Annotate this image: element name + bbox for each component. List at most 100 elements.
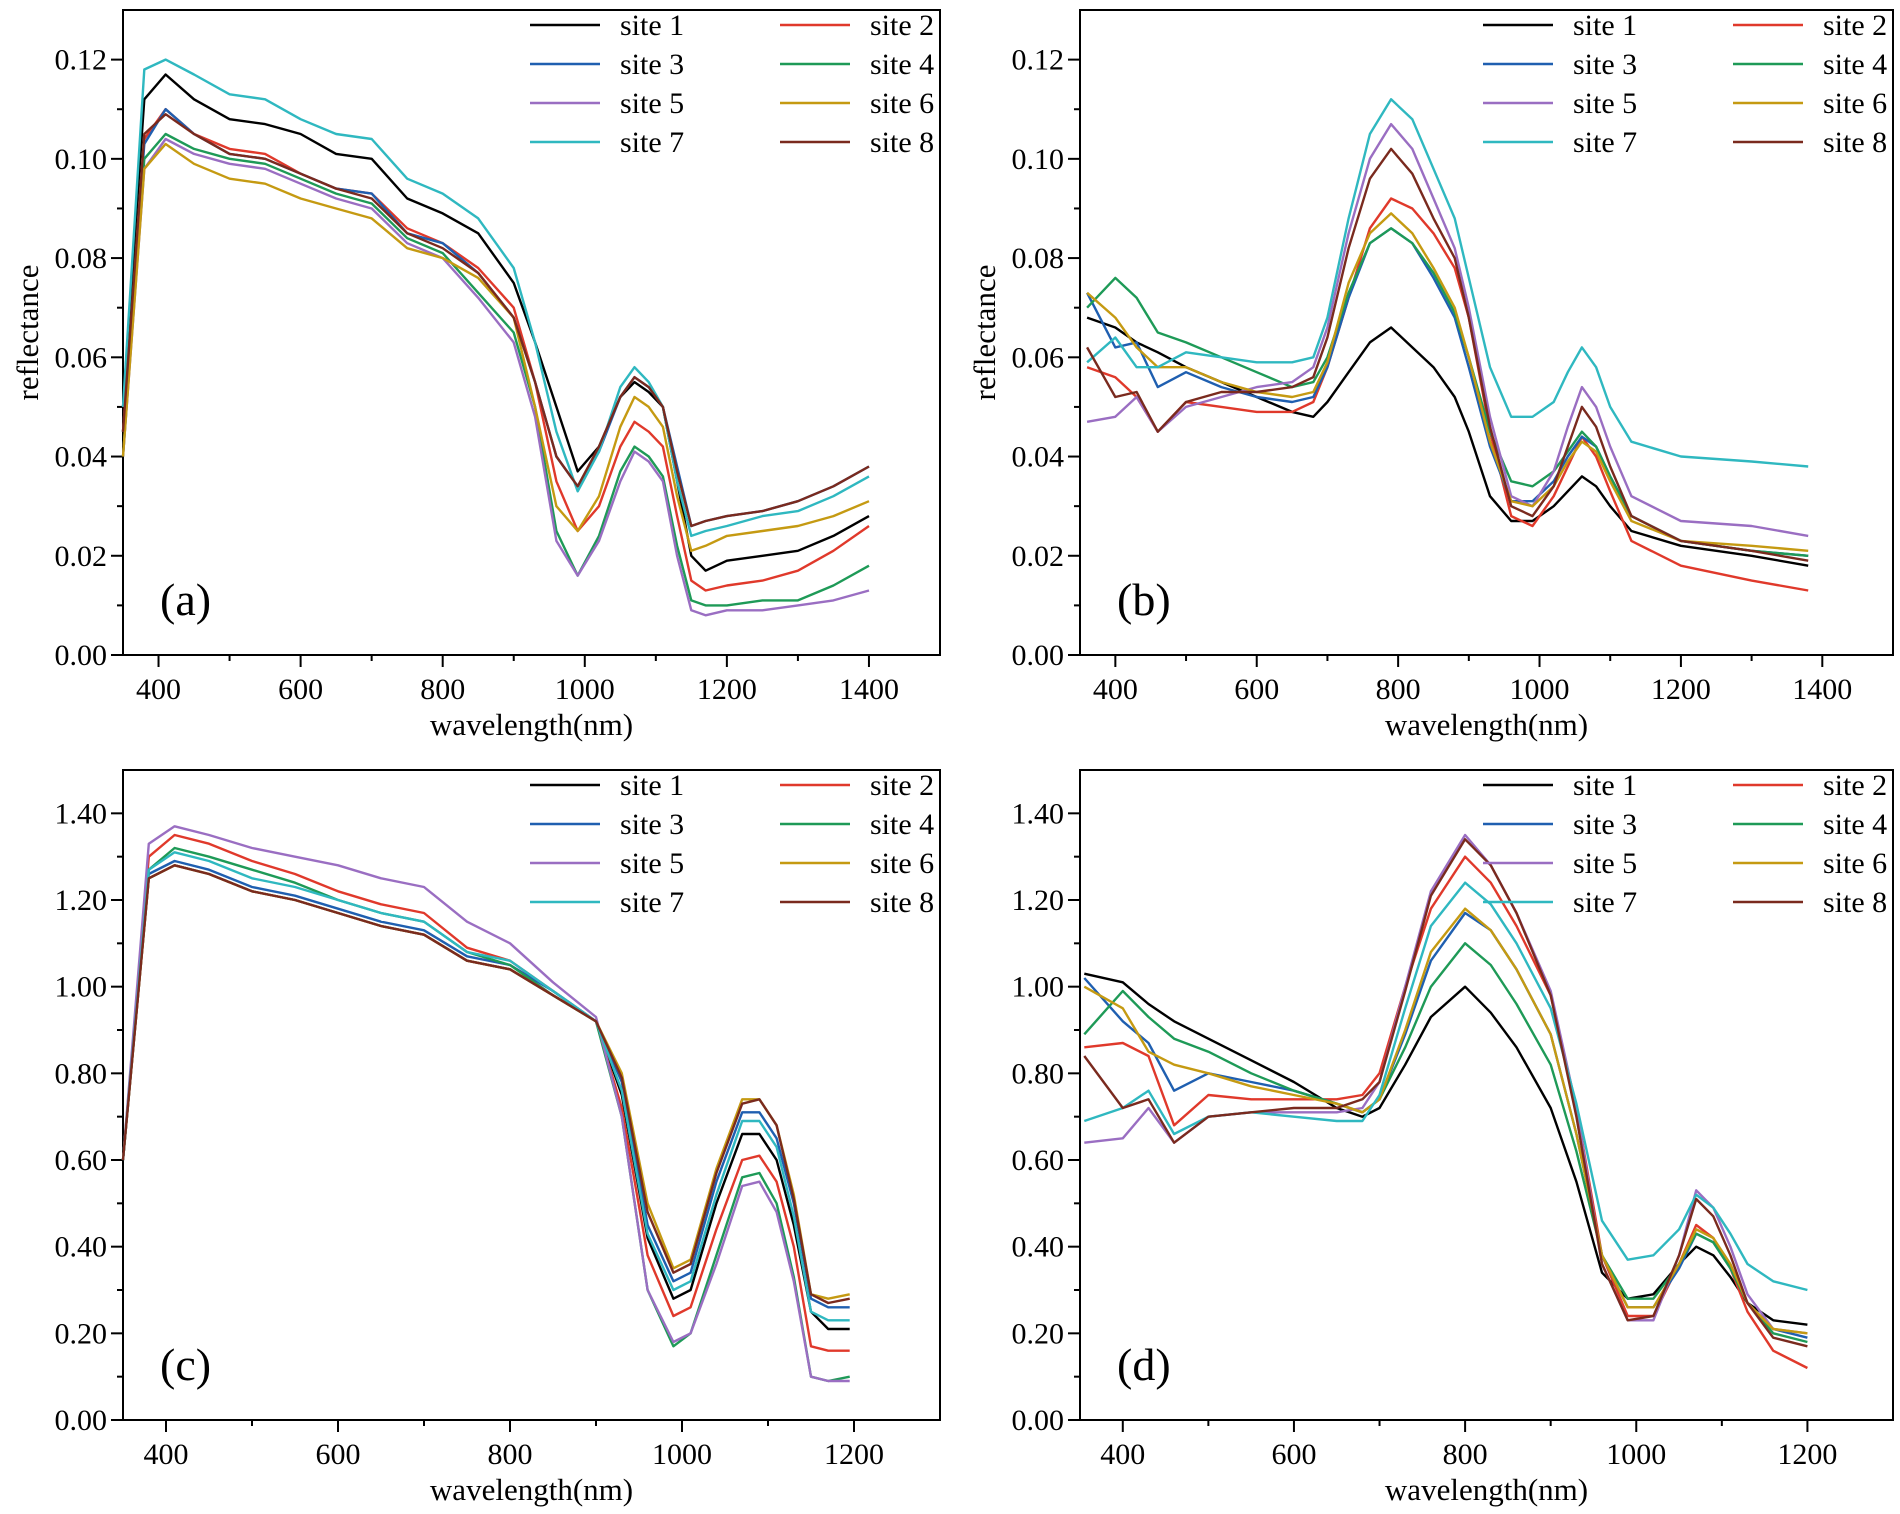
x-tick-label: 1000 xyxy=(652,1438,712,1471)
series-line-site-3 xyxy=(1086,227,1809,557)
y-tick-label: 1.40 xyxy=(55,797,108,830)
legend-label: site 1 xyxy=(1573,769,1637,802)
x-axis-label: wavelength(nm) xyxy=(430,707,633,742)
x-tick-label: 1200 xyxy=(1651,673,1711,706)
plot-frame xyxy=(122,9,941,656)
y-tick-label: 0.02 xyxy=(55,540,108,573)
legend-label: site 4 xyxy=(870,808,934,841)
x-axis-label: wavelength(nm) xyxy=(430,1472,633,1507)
legend-label: site 1 xyxy=(620,769,684,802)
y-tick-label: 1.00 xyxy=(1012,971,1065,1004)
x-tick-label: 400 xyxy=(144,1438,189,1471)
plot-frame xyxy=(1079,769,1894,1421)
series-line-site-4 xyxy=(1086,227,1809,557)
panel-c: 0.00 0.20 0.40 0.60 0.80 1.00 1.20 1.40 400 600 80… xyxy=(55,769,941,1507)
series-line-site-3 xyxy=(121,107,870,528)
series-line-site-7 xyxy=(121,58,870,538)
legend-label: site 7 xyxy=(1573,126,1637,159)
series-line-site-1 xyxy=(121,73,870,572)
y-tick-label: 0.20 xyxy=(1012,1317,1065,1350)
series-line-site-6 xyxy=(1086,212,1809,552)
legend-label: site 7 xyxy=(1573,886,1637,919)
y-tick-label: 0.12 xyxy=(55,44,108,77)
panel-label: (c) xyxy=(160,1339,211,1390)
x-tick-label: 600 xyxy=(316,1438,361,1471)
y-tick-label: 1.20 xyxy=(1012,884,1065,917)
legend-label: site 5 xyxy=(1573,87,1637,120)
y-tick-label: 0.08 xyxy=(1012,242,1065,275)
y-tick-label: 1.40 xyxy=(1012,797,1065,830)
plot-frame xyxy=(122,769,941,1421)
legend-label: site 4 xyxy=(1823,48,1887,81)
x-tick-label: 800 xyxy=(1376,673,1421,706)
y-tick-label: 0.40 xyxy=(55,1231,108,1264)
legend-label: site 8 xyxy=(1823,886,1887,919)
y-tick-label: 0.20 xyxy=(55,1317,108,1350)
panel-label: (d) xyxy=(1117,1339,1171,1390)
series-line-site-2 xyxy=(1086,197,1809,592)
x-tick-label: 1000 xyxy=(1510,673,1570,706)
series-line-site-2 xyxy=(1084,855,1808,1370)
x-tick-label: 600 xyxy=(1234,673,1279,706)
y-tick-label: 0.08 xyxy=(55,242,108,275)
legend-label: site 3 xyxy=(1573,48,1637,81)
series-line-site-7 xyxy=(121,851,850,1322)
legend-label: site 8 xyxy=(870,126,934,159)
legend: site 1 site 2 site 3 site 4 site 5 site 6 site… xyxy=(530,9,934,159)
panel-a: 0.00 0.02 0.04 0.06 0.08 0.10 0.12 400 600 800 100… xyxy=(10,9,941,742)
series-line-site-8 xyxy=(121,864,850,1305)
panel-label: (a) xyxy=(160,574,211,625)
series-line-site-6 xyxy=(1083,907,1808,1335)
legend-label: site 1 xyxy=(620,9,684,42)
y-tick-label: 0.80 xyxy=(1012,1057,1065,1090)
x-axis-label: wavelength(nm) xyxy=(1385,1472,1588,1507)
y-tick-label: 0.00 xyxy=(1012,1404,1065,1437)
series-line-site-4 xyxy=(121,132,870,607)
y-tick-label: 0.60 xyxy=(55,1144,108,1177)
y-tick-label: 0.00 xyxy=(55,1404,108,1437)
legend-label: site 8 xyxy=(1823,126,1887,159)
x-tick-label: 400 xyxy=(1093,673,1138,706)
series-line-site-8 xyxy=(1083,838,1808,1348)
y-axis-label: reflectance xyxy=(967,265,1002,401)
legend-label: site 5 xyxy=(620,87,684,120)
y-tick-label: 0.02 xyxy=(1012,540,1065,573)
legend-label: site 7 xyxy=(620,126,684,159)
legend-label: site 2 xyxy=(870,9,934,42)
series-line-site-2 xyxy=(121,833,850,1352)
x-tick-label: 800 xyxy=(488,1438,533,1471)
y-axis-label: reflectance xyxy=(10,265,45,401)
x-tick-label: 1200 xyxy=(1777,1438,1837,1471)
x-tick-label: 1200 xyxy=(824,1438,884,1471)
x-axis-label: wavelength(nm) xyxy=(1385,707,1588,742)
legend-label: site 6 xyxy=(870,847,934,880)
legend-label: site 5 xyxy=(1573,847,1637,880)
series-line-site-8 xyxy=(121,112,870,528)
x-tick-label: 400 xyxy=(136,673,181,706)
legend-label: site 1 xyxy=(1573,9,1637,42)
y-tick-label: 0.80 xyxy=(55,1057,108,1090)
y-tick-label: 0.06 xyxy=(1012,341,1065,374)
legend-label: site 4 xyxy=(870,48,934,81)
y-tick-label: 1.00 xyxy=(55,971,108,1004)
y-tick-label: 1.20 xyxy=(55,884,108,917)
legend-label: site 3 xyxy=(620,808,684,841)
series-line-site-1 xyxy=(121,864,850,1331)
panel-d: 0.00 0.20 0.40 0.60 0.80 1.00 1.20 1.40 400 600 80… xyxy=(1012,769,1894,1507)
series-line-site-5 xyxy=(121,137,870,617)
x-tick-label: 600 xyxy=(1271,1438,1316,1471)
y-tick-label: 0.12 xyxy=(1012,44,1065,77)
legend-label: site 6 xyxy=(1823,847,1887,880)
y-tick-label: 0.06 xyxy=(55,341,108,374)
x-tick-label: 800 xyxy=(420,673,465,706)
legend-label: site 3 xyxy=(620,48,684,81)
y-tick-label: 0.00 xyxy=(55,639,108,672)
x-tick-label: 400 xyxy=(1100,1438,1145,1471)
panel-b: 0.00 0.02 0.04 0.06 0.08 0.10 0.12 400 600 800 100… xyxy=(967,9,1894,742)
legend-label: site 2 xyxy=(1823,9,1887,42)
series-line-site-7 xyxy=(1083,881,1808,1292)
legend: site 1 site 2 site 3 site 4 site 5 site 6 site… xyxy=(1483,769,1887,919)
legend: site 1 site 2 site 3 site 4 site 5 site 6 site… xyxy=(530,769,934,919)
series-line-site-2 xyxy=(121,107,870,592)
